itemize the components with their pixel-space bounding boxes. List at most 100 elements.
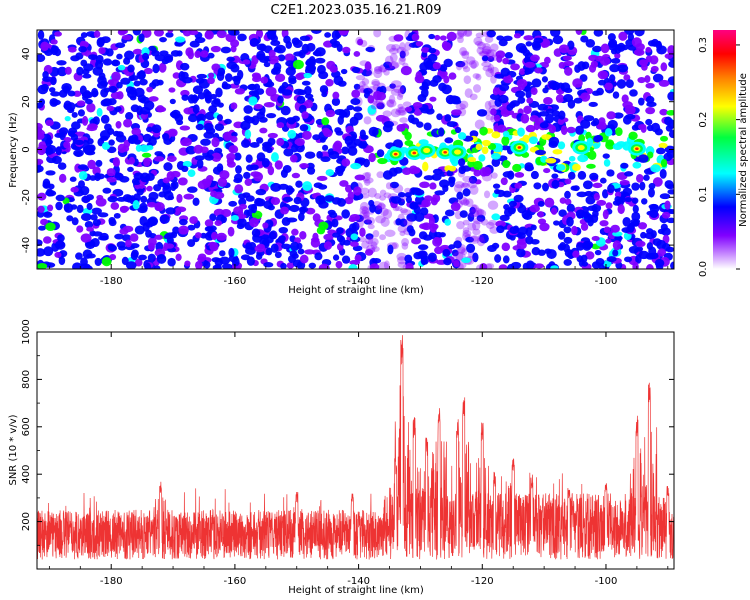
heatmap-cell xyxy=(154,201,165,212)
heatmap-cell xyxy=(567,99,576,109)
heatmap-cell xyxy=(550,207,558,215)
heatmap-cell xyxy=(641,63,648,71)
heatmap-cell xyxy=(95,159,103,167)
heatmap-cell xyxy=(622,217,631,227)
heatmap-cell xyxy=(588,150,597,160)
heatmap-cell xyxy=(592,45,603,53)
heatmap-cell xyxy=(520,113,530,124)
heatmap-cell xyxy=(115,42,126,49)
heatmap-cell xyxy=(496,225,505,234)
heatmap-cell xyxy=(248,96,258,106)
heatmap-cell xyxy=(289,204,300,213)
heatmap-cell xyxy=(563,60,574,67)
heatmap-cell xyxy=(375,215,386,224)
heatmap-cell xyxy=(317,184,328,190)
heatmap-cell xyxy=(86,226,94,232)
heatmap-cell xyxy=(401,242,409,250)
colorbar-tick-label: 0.2 xyxy=(698,112,709,128)
heatmap-cell xyxy=(512,163,522,173)
heatmap-cell xyxy=(541,76,549,83)
heatmap-cell xyxy=(204,90,212,101)
heatmap-cell xyxy=(230,102,238,110)
heatmap-cell xyxy=(459,100,469,109)
heatmap-cell xyxy=(139,205,148,212)
snr-x-ticks: -180 -160 -140 -120 -100 xyxy=(48,332,669,587)
heatmap-cell xyxy=(446,31,457,42)
heatmap-cell xyxy=(468,209,480,218)
heatmap-cell xyxy=(515,90,526,98)
heatmap-cell xyxy=(48,183,55,190)
heatmap-cell xyxy=(645,55,653,63)
heatmap-cell xyxy=(151,124,162,134)
heatmap-cell xyxy=(597,70,609,80)
heatmap-cell xyxy=(481,61,492,68)
heatmap-cell xyxy=(121,34,133,41)
heatmap-cell xyxy=(344,196,354,205)
heatmap-cell xyxy=(100,88,109,98)
heatmap-cell xyxy=(238,198,247,206)
heatmap-cell xyxy=(623,74,631,81)
heatmap-cell xyxy=(225,73,233,82)
colorbar-gradient xyxy=(713,30,736,269)
heatmap-cell xyxy=(462,227,470,234)
heatmap-cell xyxy=(599,177,607,184)
heatmap-cell xyxy=(183,193,195,200)
heatmap-cell xyxy=(524,61,536,68)
heatmap-cell xyxy=(439,64,448,72)
heatmap-cell xyxy=(113,212,121,219)
heatmap-cell xyxy=(630,218,641,224)
heatmap-cell xyxy=(214,123,225,131)
heatmap-cell xyxy=(423,122,432,131)
heatmap-cell xyxy=(203,261,211,269)
heatmap-cell xyxy=(558,61,566,69)
heatmap-cell xyxy=(107,243,115,251)
heatmap-cell xyxy=(600,43,610,54)
heatmap-cell xyxy=(159,37,167,43)
heatmap-cell xyxy=(187,224,196,231)
heatmap-cell xyxy=(244,129,252,139)
heatmap-cell xyxy=(37,205,45,213)
heatmap-cell xyxy=(363,88,372,94)
heatmap-cell xyxy=(429,79,439,87)
heatmap-cell xyxy=(332,142,341,153)
heatmap-cell xyxy=(50,39,58,45)
heatmap-cell xyxy=(490,66,500,77)
heatmap-cell xyxy=(166,155,177,163)
heatmap-cell xyxy=(548,140,558,149)
heatmap-cell xyxy=(172,72,181,79)
heatmap-cell xyxy=(461,60,469,70)
heatmap-cell xyxy=(487,63,495,74)
heatmap-cell xyxy=(405,262,414,269)
heatmap-cell xyxy=(373,100,381,106)
heatmap-cell xyxy=(391,242,399,250)
heatmap-cell xyxy=(112,130,121,137)
heatmap-cell xyxy=(607,42,619,51)
heatmap-cell xyxy=(263,101,275,108)
heatmap-cell xyxy=(45,146,54,155)
heatmap-cell xyxy=(261,157,270,168)
heatmap-cell xyxy=(632,161,642,169)
heatmap-cell xyxy=(285,60,295,67)
heatmap-cell xyxy=(364,61,372,71)
heatmap-cell xyxy=(529,115,539,122)
heatmap-cell xyxy=(443,257,452,266)
heatmap-cell xyxy=(632,204,639,214)
heatmap-cell xyxy=(638,250,650,260)
heatmap-cell xyxy=(86,202,93,211)
spectrogram-x-tick-label: -160 xyxy=(224,276,247,287)
heatmap-cell xyxy=(359,60,369,67)
heatmap-cell xyxy=(398,106,408,116)
heatmap-cell xyxy=(462,197,469,206)
spectrogram-x-tick-label: -120 xyxy=(471,276,494,287)
heatmap-cell xyxy=(80,32,88,39)
spectrogram-cells xyxy=(37,30,674,269)
heatmap-cell xyxy=(195,123,204,131)
heatmap-cell xyxy=(659,108,668,116)
heatmap-cell xyxy=(582,240,594,250)
heatmap-cell xyxy=(125,239,132,248)
heatmap-cell xyxy=(178,225,189,235)
heatmap-cell xyxy=(647,151,654,159)
heatmap-cell xyxy=(542,87,549,94)
heatmap-cell xyxy=(533,182,542,190)
heatmap-cell xyxy=(251,203,258,214)
